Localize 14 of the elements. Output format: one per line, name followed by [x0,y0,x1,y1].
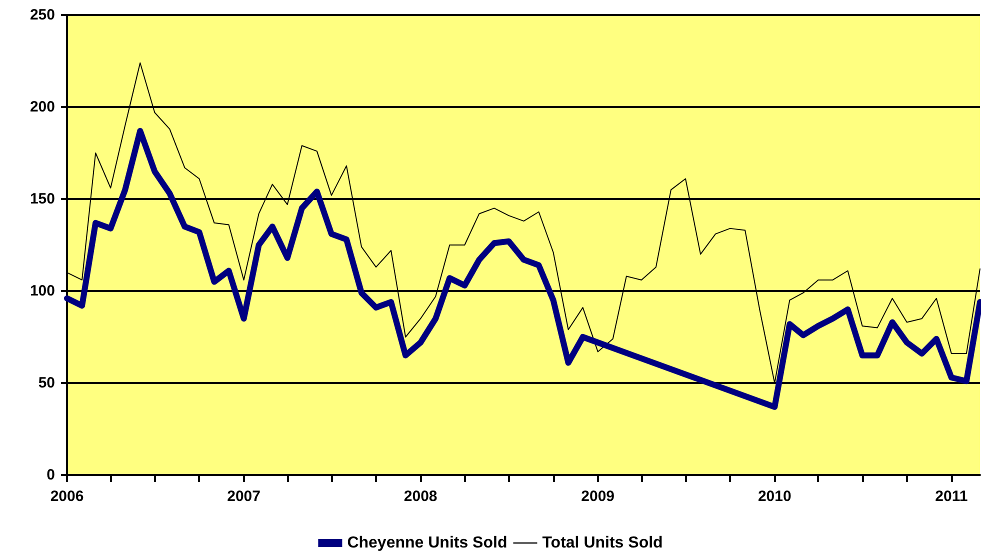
y-tick-label: 100 [30,282,55,300]
x-tick-label: 2007 [227,488,260,505]
legend-label: Cheyenne Units Sold [347,534,508,552]
legend-label: Total Units Sold [542,534,663,552]
x-tick-label: 2008 [404,488,438,505]
y-tick-label: 50 [38,374,55,392]
y-tick-label: 200 [30,98,55,116]
y-tick-label: 150 [30,190,55,208]
x-tick-label: 2011 [935,488,968,505]
x-tick-label: 2006 [50,488,84,505]
x-tick-label: 2010 [758,488,792,505]
y-tick-label: 250 [30,6,55,24]
y-tick-label: 0 [46,466,55,484]
x-tick-label: 2009 [581,488,615,505]
